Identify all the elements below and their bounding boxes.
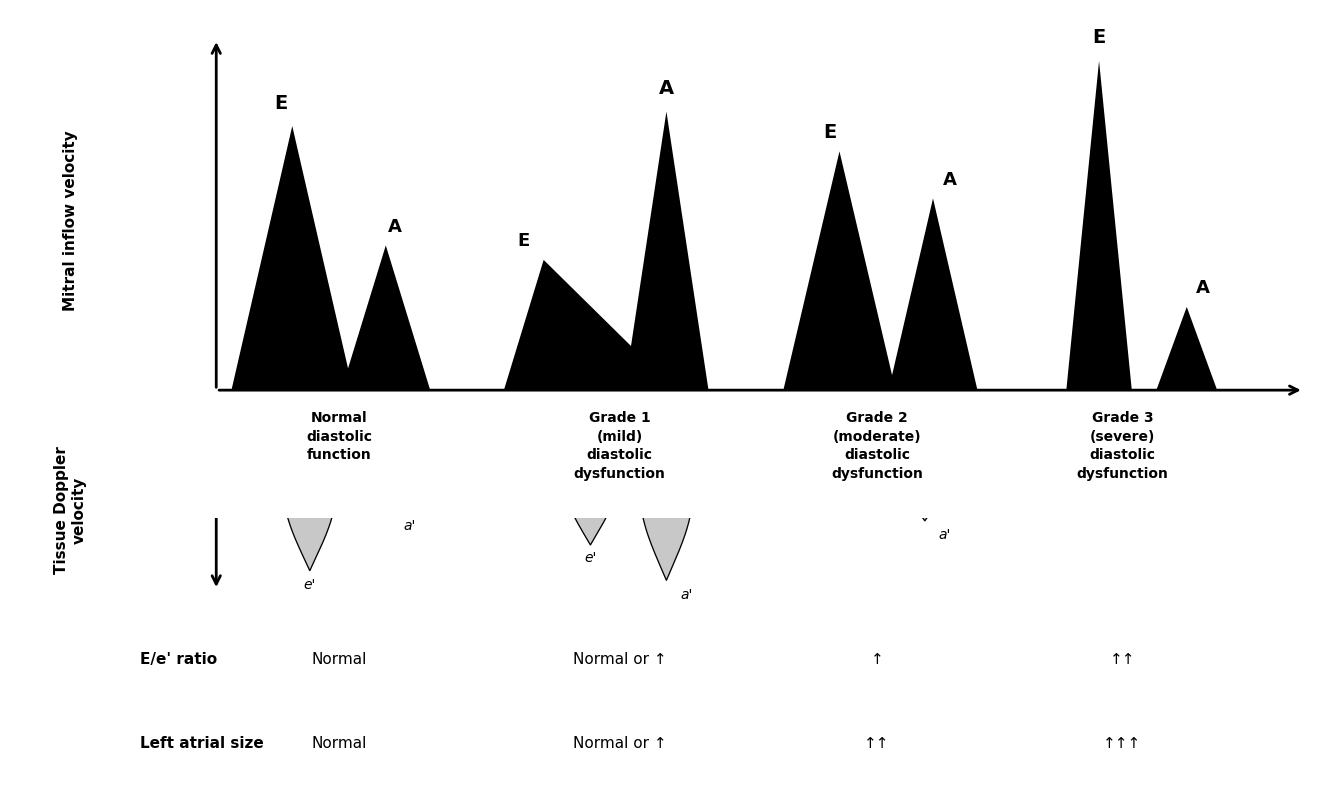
Text: Grade 1
(mild)
diastolic
dysfunction: Grade 1 (mild) diastolic dysfunction — [574, 411, 665, 480]
Text: a': a' — [403, 518, 415, 532]
Text: a': a' — [680, 587, 692, 601]
Text: Normal or ↑: Normal or ↑ — [573, 736, 667, 750]
Text: Normal or ↑: Normal or ↑ — [573, 651, 667, 666]
Text: A: A — [388, 218, 402, 235]
Text: ↑↑: ↑↑ — [864, 736, 890, 750]
Polygon shape — [784, 153, 895, 391]
Text: ↑: ↑ — [871, 651, 883, 666]
Polygon shape — [284, 449, 336, 571]
Text: ↑↑: ↑↑ — [1110, 651, 1136, 666]
Text: A: A — [1196, 279, 1210, 297]
Text: Grade 3
(severe)
diastolic
dysfunction: Grade 3 (severe) diastolic dysfunction — [1077, 411, 1168, 480]
Text: E: E — [517, 232, 530, 250]
Text: ↑↑↑: ↑↑↑ — [1103, 736, 1141, 750]
Text: Normal: Normal — [312, 651, 367, 666]
Text: Tissue Doppler
velocity: Tissue Doppler velocity — [54, 446, 86, 574]
Text: A: A — [659, 79, 673, 98]
Text: E/e' ratio: E/e' ratio — [140, 651, 218, 666]
Polygon shape — [888, 199, 977, 391]
Polygon shape — [1083, 449, 1122, 481]
Text: E: E — [274, 93, 288, 112]
Text: e': e' — [304, 577, 316, 591]
Polygon shape — [564, 449, 616, 545]
Polygon shape — [833, 449, 880, 500]
Text: E: E — [1093, 28, 1106, 47]
Text: e': e' — [1097, 484, 1107, 497]
Polygon shape — [341, 246, 430, 391]
Polygon shape — [504, 261, 676, 391]
Text: e': e' — [851, 503, 863, 517]
Text: A: A — [942, 170, 957, 189]
Polygon shape — [1066, 62, 1132, 391]
Text: Grade 2
(moderate)
diastolic
dysfunction: Grade 2 (moderate) diastolic dysfunction — [831, 411, 923, 480]
Text: a': a' — [1175, 479, 1185, 492]
Text: e': e' — [585, 550, 597, 564]
Text: Normal
diastolic
function: Normal diastolic function — [306, 411, 372, 462]
Text: Left atrial size: Left atrial size — [140, 736, 263, 750]
Polygon shape — [1145, 449, 1183, 476]
Polygon shape — [902, 449, 949, 521]
Text: a': a' — [939, 528, 952, 541]
Polygon shape — [1156, 308, 1218, 391]
Polygon shape — [366, 449, 413, 513]
Polygon shape — [231, 127, 353, 391]
Text: Mitral inflow velocity: Mitral inflow velocity — [63, 131, 78, 311]
Polygon shape — [641, 449, 692, 581]
Text: Normal: Normal — [312, 736, 367, 750]
Text: E: E — [824, 122, 837, 141]
Polygon shape — [625, 112, 708, 391]
